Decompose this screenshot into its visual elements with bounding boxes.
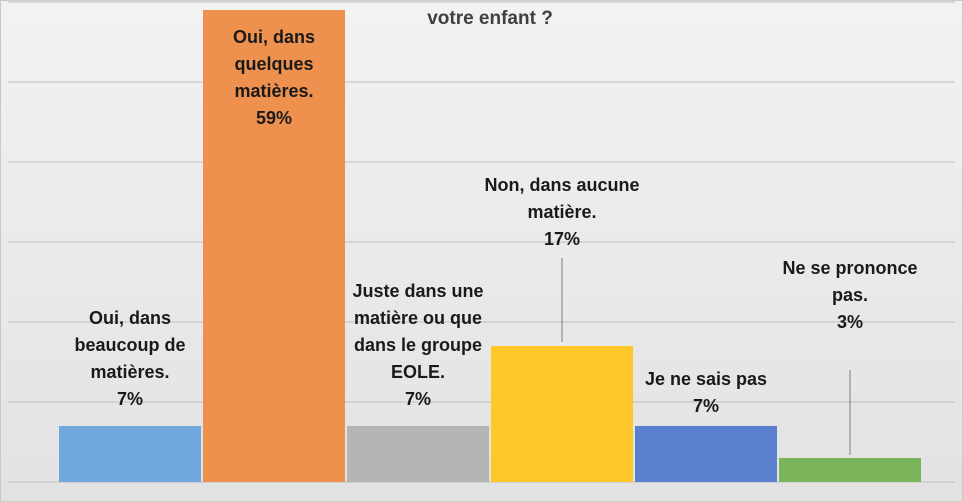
chart-title: votre enfant ? <box>427 8 553 29</box>
data-label-category: Ne se prononce pas. <box>782 258 918 305</box>
data-label: Oui, dans quelques matières. 59% <box>214 24 334 132</box>
data-label-value: 7% <box>692 396 719 416</box>
data-label-value: 59% <box>255 108 293 128</box>
data-label-value: 7% <box>404 389 431 409</box>
data-label-value: 3% <box>836 312 863 332</box>
data-label: Je ne sais pas 7% <box>626 366 786 420</box>
data-label-category: Oui, dans beaucoup de matières. <box>74 308 186 382</box>
data-label-value: 7% <box>116 389 143 409</box>
data-label-category: Non, dans aucune matière. <box>484 175 640 222</box>
bar <box>635 426 777 482</box>
data-label-category: Oui, dans quelques matières. <box>232 27 315 101</box>
data-label: Oui, dans beaucoup de matières. 7% <box>60 305 200 413</box>
data-label: Non, dans aucune matière. 17% <box>482 172 642 253</box>
bar <box>59 426 201 482</box>
data-label-category: Juste dans une matière ou que dans le gr… <box>352 281 484 382</box>
data-label-category: Je ne sais pas <box>644 369 768 389</box>
bar <box>203 10 345 482</box>
bar <box>347 426 489 482</box>
bar <box>491 346 633 482</box>
bar <box>779 458 921 482</box>
data-label: Juste dans une matière ou que dans le gr… <box>338 278 498 413</box>
data-label: Ne se prononce pas. 3% <box>765 255 935 336</box>
data-label-value: 17% <box>543 229 581 249</box>
